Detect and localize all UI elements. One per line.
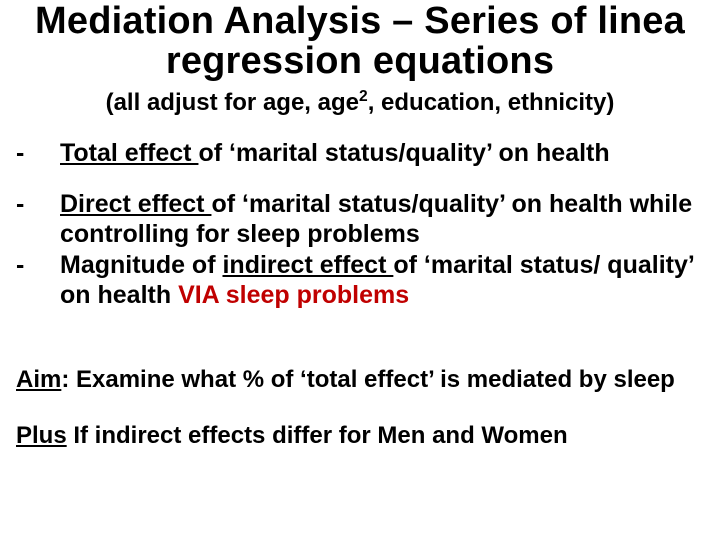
total-effect-rest: of ‘marital status/quality’ on health <box>198 139 609 167</box>
bullet-row: - Magnitude of indirect effect of ‘marit… <box>10 251 710 310</box>
title-line-2: regression equations <box>10 42 710 82</box>
plus-rest: If indirect effects differ for Men and W… <box>67 422 568 449</box>
subtitle-sup: 2 <box>359 88 368 105</box>
bullet-content: Magnitude of indirect effect of ‘marital… <box>60 251 710 310</box>
plus-u: Plus <box>16 422 67 449</box>
slide: Mediation Analysis – Series of linea reg… <box>0 0 720 540</box>
plus-line: Plus If indirect effects differ for Men … <box>10 422 710 450</box>
direct-effect-u: Direct effect <box>60 190 211 218</box>
bullet-row: - Direct effect of ‘marital status/quali… <box>10 190 710 249</box>
bullet-content: Total effect of ‘marital status/quality’… <box>60 139 710 169</box>
indirect-effect-u: indirect effect <box>222 251 393 279</box>
aim-u: Aim <box>16 366 61 393</box>
bullet-dash: - <box>10 190 60 249</box>
title-line-1: Mediation Analysis – Series of linea <box>35 0 685 42</box>
slide-subtitle: (all adjust for age, age2, education, et… <box>10 88 710 117</box>
bullet-row: - Total effect of ‘marital status/qualit… <box>10 139 710 169</box>
bullet-dash: - <box>10 139 60 169</box>
aim-line: Aim: Examine what % of ‘total effect’ is… <box>10 366 710 394</box>
subtitle-pre: (all adjust for age, age <box>106 89 359 116</box>
slide-title: Mediation Analysis – Series of linea reg… <box>10 0 710 82</box>
subtitle-post: , education, ethnicity) <box>368 89 615 116</box>
indirect-pre: Magnitude of <box>60 251 222 279</box>
bullet-content: Direct effect of ‘marital status/quality… <box>60 190 710 249</box>
indirect-red: VIA sleep problems <box>178 281 409 309</box>
aim-rest: : Examine what % of ‘total effect’ is me… <box>61 366 675 393</box>
bullet-list: - Total effect of ‘marital status/qualit… <box>10 139 710 311</box>
bullet-dash: - <box>10 251 60 310</box>
total-effect-u: Total effect <box>60 139 198 167</box>
